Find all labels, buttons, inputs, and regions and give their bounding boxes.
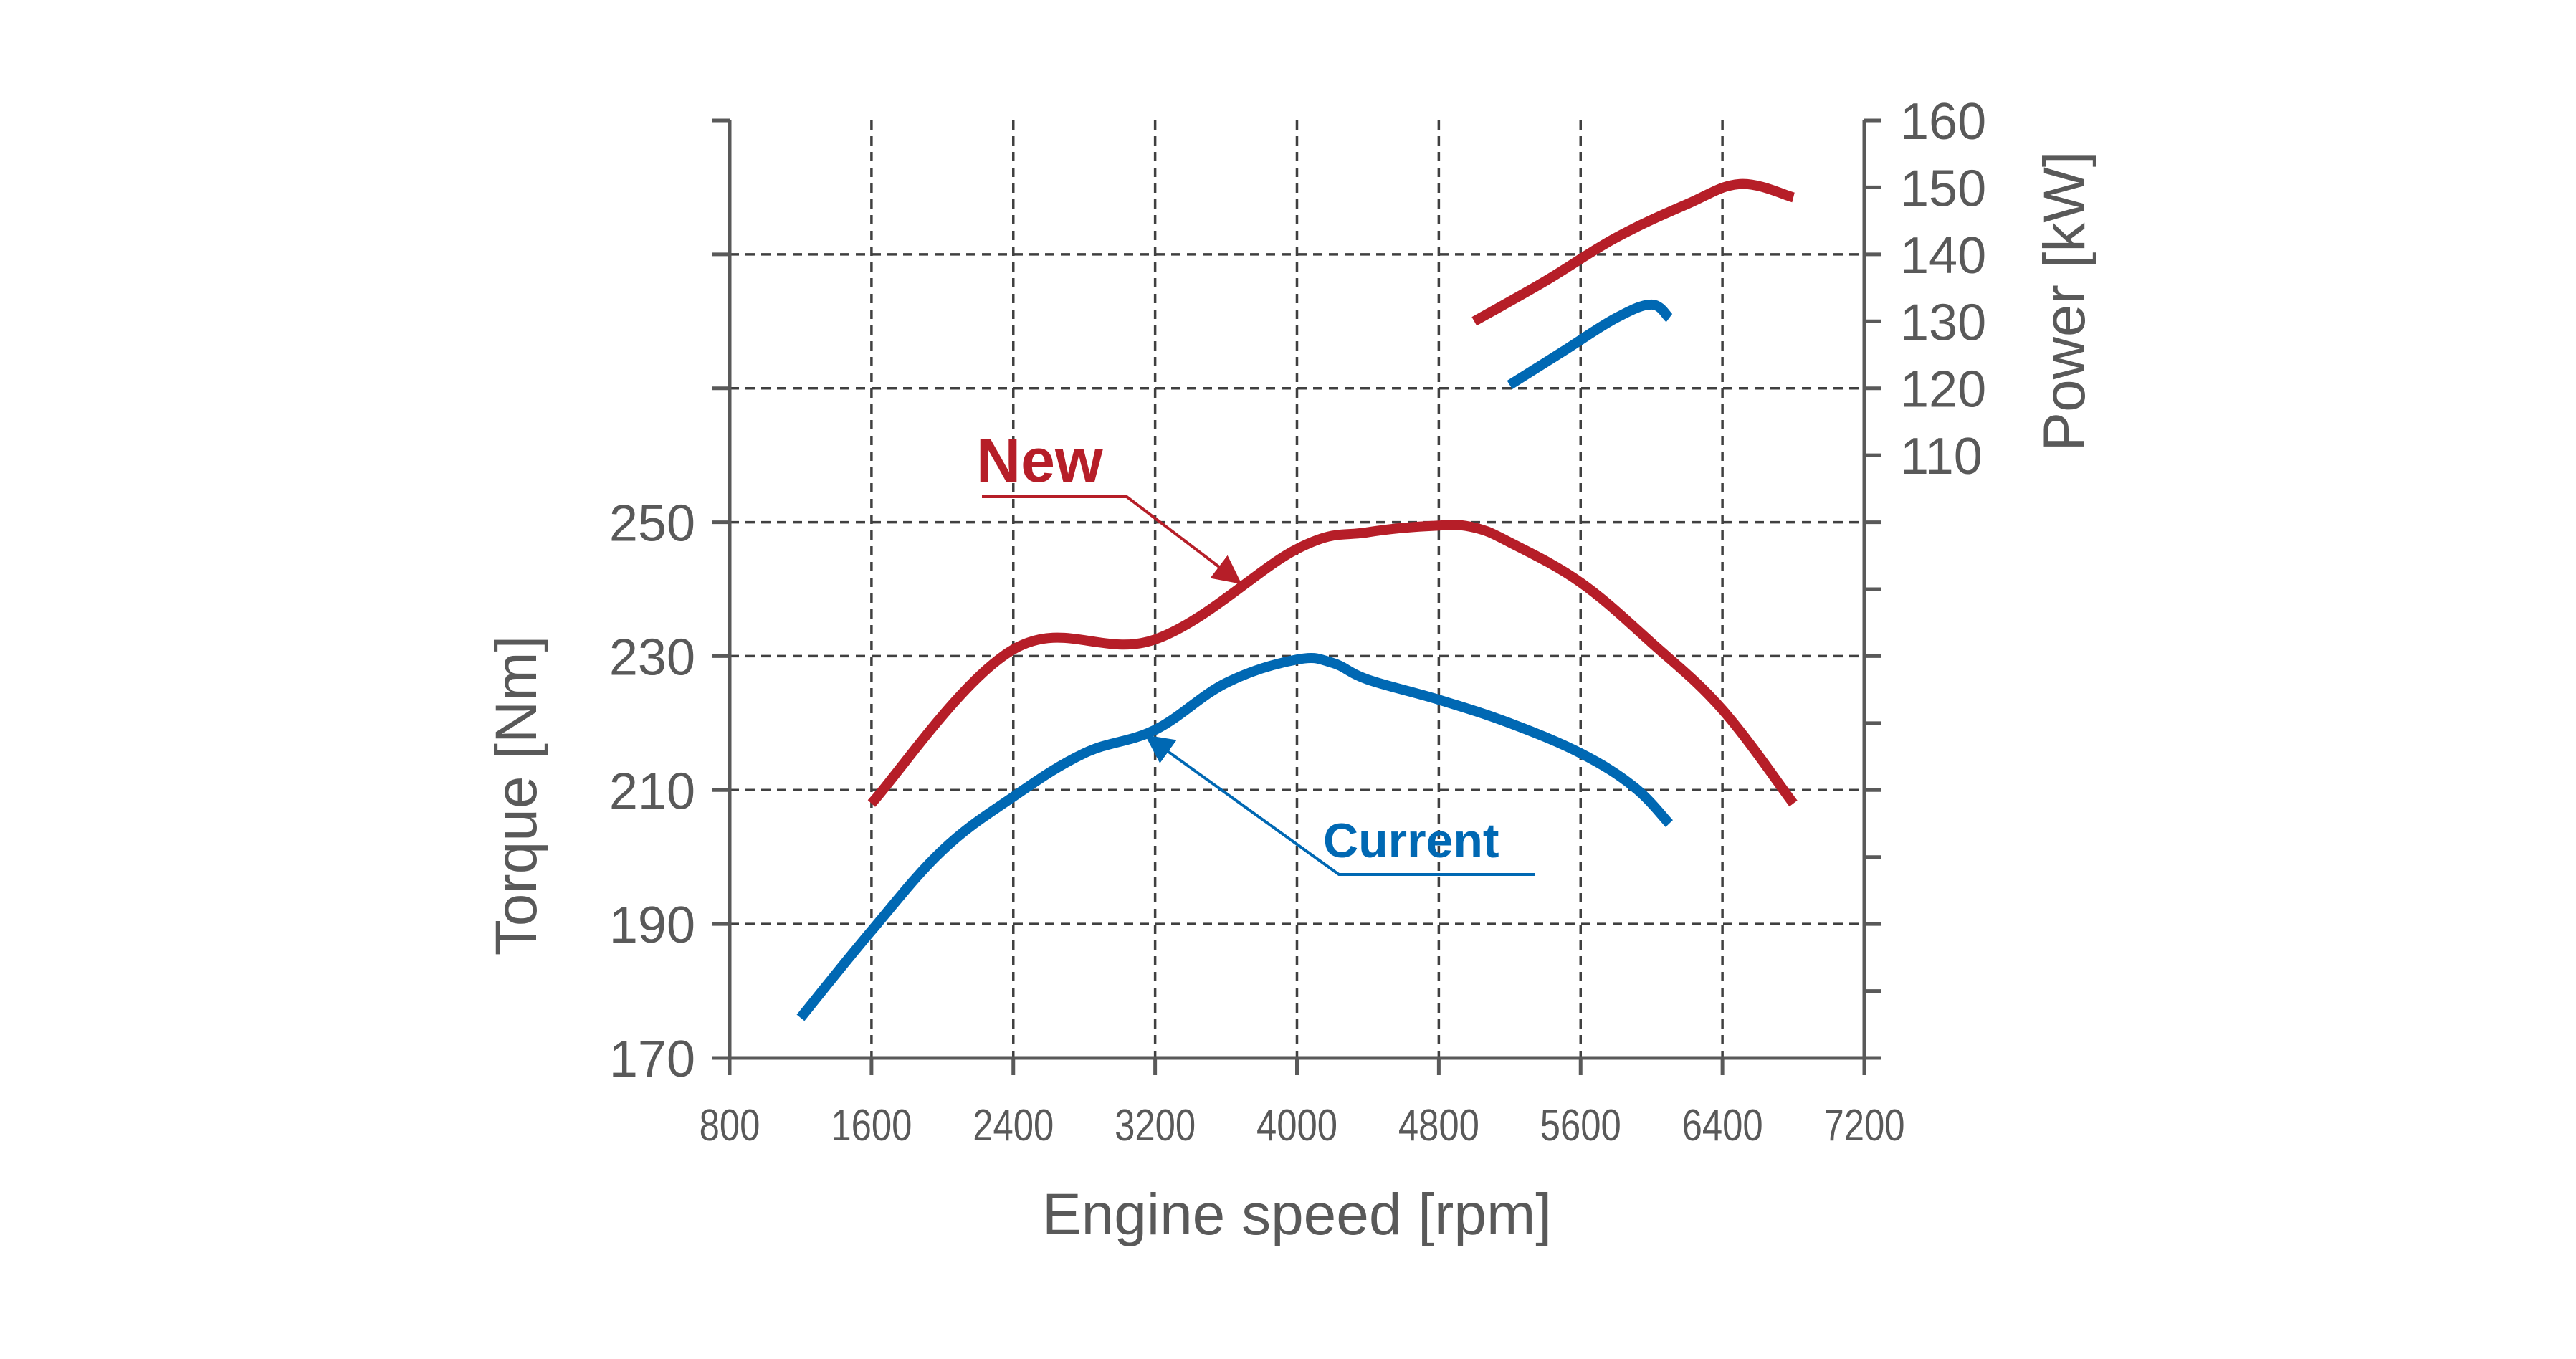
axes	[712, 118, 1881, 1075]
annotations: New Current	[976, 426, 1535, 876]
x-tick-label: 3200	[1115, 1101, 1196, 1150]
y-tick-label-right: 150	[1900, 160, 1986, 217]
legend-leader-current	[1145, 735, 1535, 876]
y-axis-label-right: Power [kW]	[2032, 151, 2097, 451]
x-tick-label: 6400	[1682, 1101, 1763, 1150]
x-tick-label: 7200	[1823, 1101, 1904, 1150]
y-tick-label-right: 160	[1900, 93, 1986, 151]
y-tick-label-right: 130	[1900, 294, 1986, 351]
y-tick-label-left: 230	[609, 629, 695, 686]
legend-label-new: New	[976, 426, 1104, 495]
legend-label-current: Current	[1323, 814, 1499, 868]
x-tick-label: 2400	[973, 1101, 1054, 1150]
series-new-power-line	[1471, 178, 1795, 326]
x-tick-label: 1600	[831, 1101, 912, 1150]
x-tick-label: 800	[700, 1101, 760, 1150]
y-tick-label-right: 120	[1900, 361, 1986, 419]
series-new-torque-line	[867, 520, 1798, 807]
x-axis-label: Engine speed [rpm]	[1042, 1182, 1552, 1247]
grid-lines	[730, 120, 1864, 1058]
series-current-torque-line	[796, 652, 1674, 1021]
x-tick-label: 4800	[1398, 1101, 1479, 1150]
y-tick-label-left: 250	[609, 495, 695, 553]
x-tick-label: 4000	[1256, 1101, 1337, 1150]
y-tick-label-right: 140	[1900, 227, 1986, 285]
series-layer	[796, 178, 1798, 1021]
y-tick-label-left: 170	[609, 1031, 695, 1088]
tick-labels: 800 1600 2400 3200 4000 4800 5600 6400 7200 170 19…	[484, 93, 2097, 1247]
y-tick-label-left: 190	[609, 897, 695, 954]
y-tick-label-left: 210	[609, 763, 695, 820]
legend-leader-new	[982, 495, 1242, 584]
y-tick-label-right: 110	[1900, 428, 1983, 485]
series-current-power-line	[1507, 299, 1673, 389]
x-tick-label: 5600	[1540, 1101, 1621, 1150]
y-axis-label-left: Torque [Nm]	[484, 636, 549, 956]
